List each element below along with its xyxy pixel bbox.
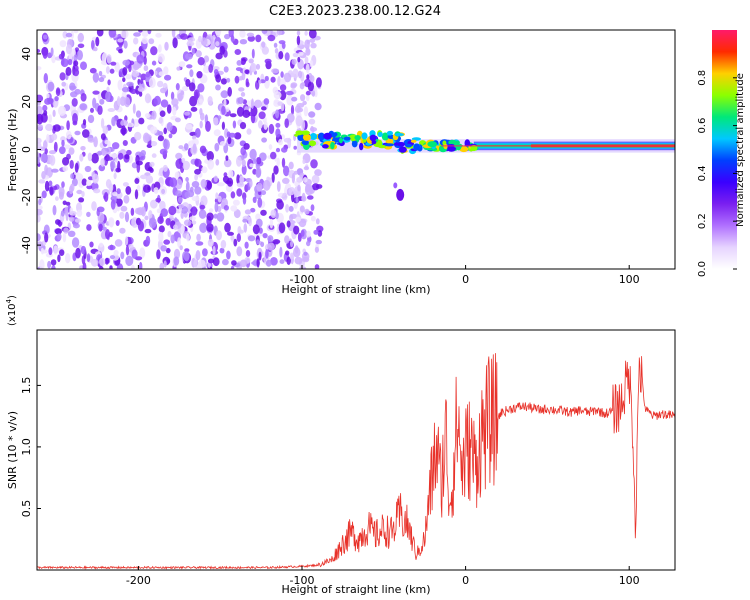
x-tick-label: 100: [619, 273, 640, 286]
colorbar-tick-label: 0.2: [697, 213, 708, 229]
noise-region: [37, 30, 324, 269]
colorbar-tick-label: 0.4: [697, 165, 708, 181]
colorbar-ticks: 0.0 0.2 0.4 0.6 0.8: [697, 70, 737, 277]
snr-frame: [36, 329, 676, 571]
snr-x-label: Height of straight line (km): [281, 583, 430, 596]
y-tick-label: 40: [20, 47, 33, 61]
snr-series-line: [37, 353, 675, 570]
spectrogram-y-label: Frequency (Hz): [6, 109, 19, 192]
y-tick-label: 1.0: [20, 438, 33, 456]
y-tick-label: -40: [20, 236, 33, 254]
colorbar-tick-label: 0.8: [697, 70, 708, 86]
y-tick-label: 20: [20, 95, 33, 109]
x-tick-label: 100: [619, 574, 640, 587]
colorbar-bar: [712, 30, 737, 269]
snr-scale-label: (x104): [5, 295, 18, 326]
spectrogram-y-axis: -40 -20 0 20 40: [20, 47, 41, 254]
spectrogram-x-label: Height of straight line (km): [281, 283, 430, 296]
snr-background: [37, 330, 675, 570]
x-tick-label: -200: [126, 273, 151, 286]
y-tick-label: -20: [20, 188, 33, 206]
colorbar: 0.0 0.2 0.4 0.6 0.8 Normalized spectral ampl…: [697, 30, 746, 277]
figure-title: C2E3.2023.238.00.12.G24: [269, 4, 441, 19]
snr-y-label: SNR (10 * v/v): [6, 411, 19, 489]
x-tick-label: -200: [126, 574, 151, 587]
colorbar-label: Normalized spectral amplitude: [735, 73, 746, 227]
y-tick-label: 0.5: [20, 500, 33, 518]
snr-panel: -200 -100 0 100 0.5 1.0 1.5 Height of straigh…: [5, 295, 676, 596]
x-tick-label: 0: [462, 273, 469, 286]
x-tick-label: 0: [462, 574, 469, 587]
y-tick-label: 1.5: [20, 377, 33, 395]
x-tick-label: -100: [290, 574, 315, 587]
x-tick-label: -100: [290, 273, 315, 286]
colorbar-tick-label: 0.0: [697, 261, 708, 277]
spectrogram-x-axis: -200 -100 0 100: [126, 265, 640, 286]
snr-x-axis: -200 -100 0 100: [126, 566, 640, 587]
signal-band: [294, 130, 675, 201]
y-tick-label: 0: [20, 146, 33, 153]
colorbar-tick-label: 0.6: [697, 118, 708, 134]
snr-y-axis: 0.5 1.0 1.5: [20, 377, 41, 518]
